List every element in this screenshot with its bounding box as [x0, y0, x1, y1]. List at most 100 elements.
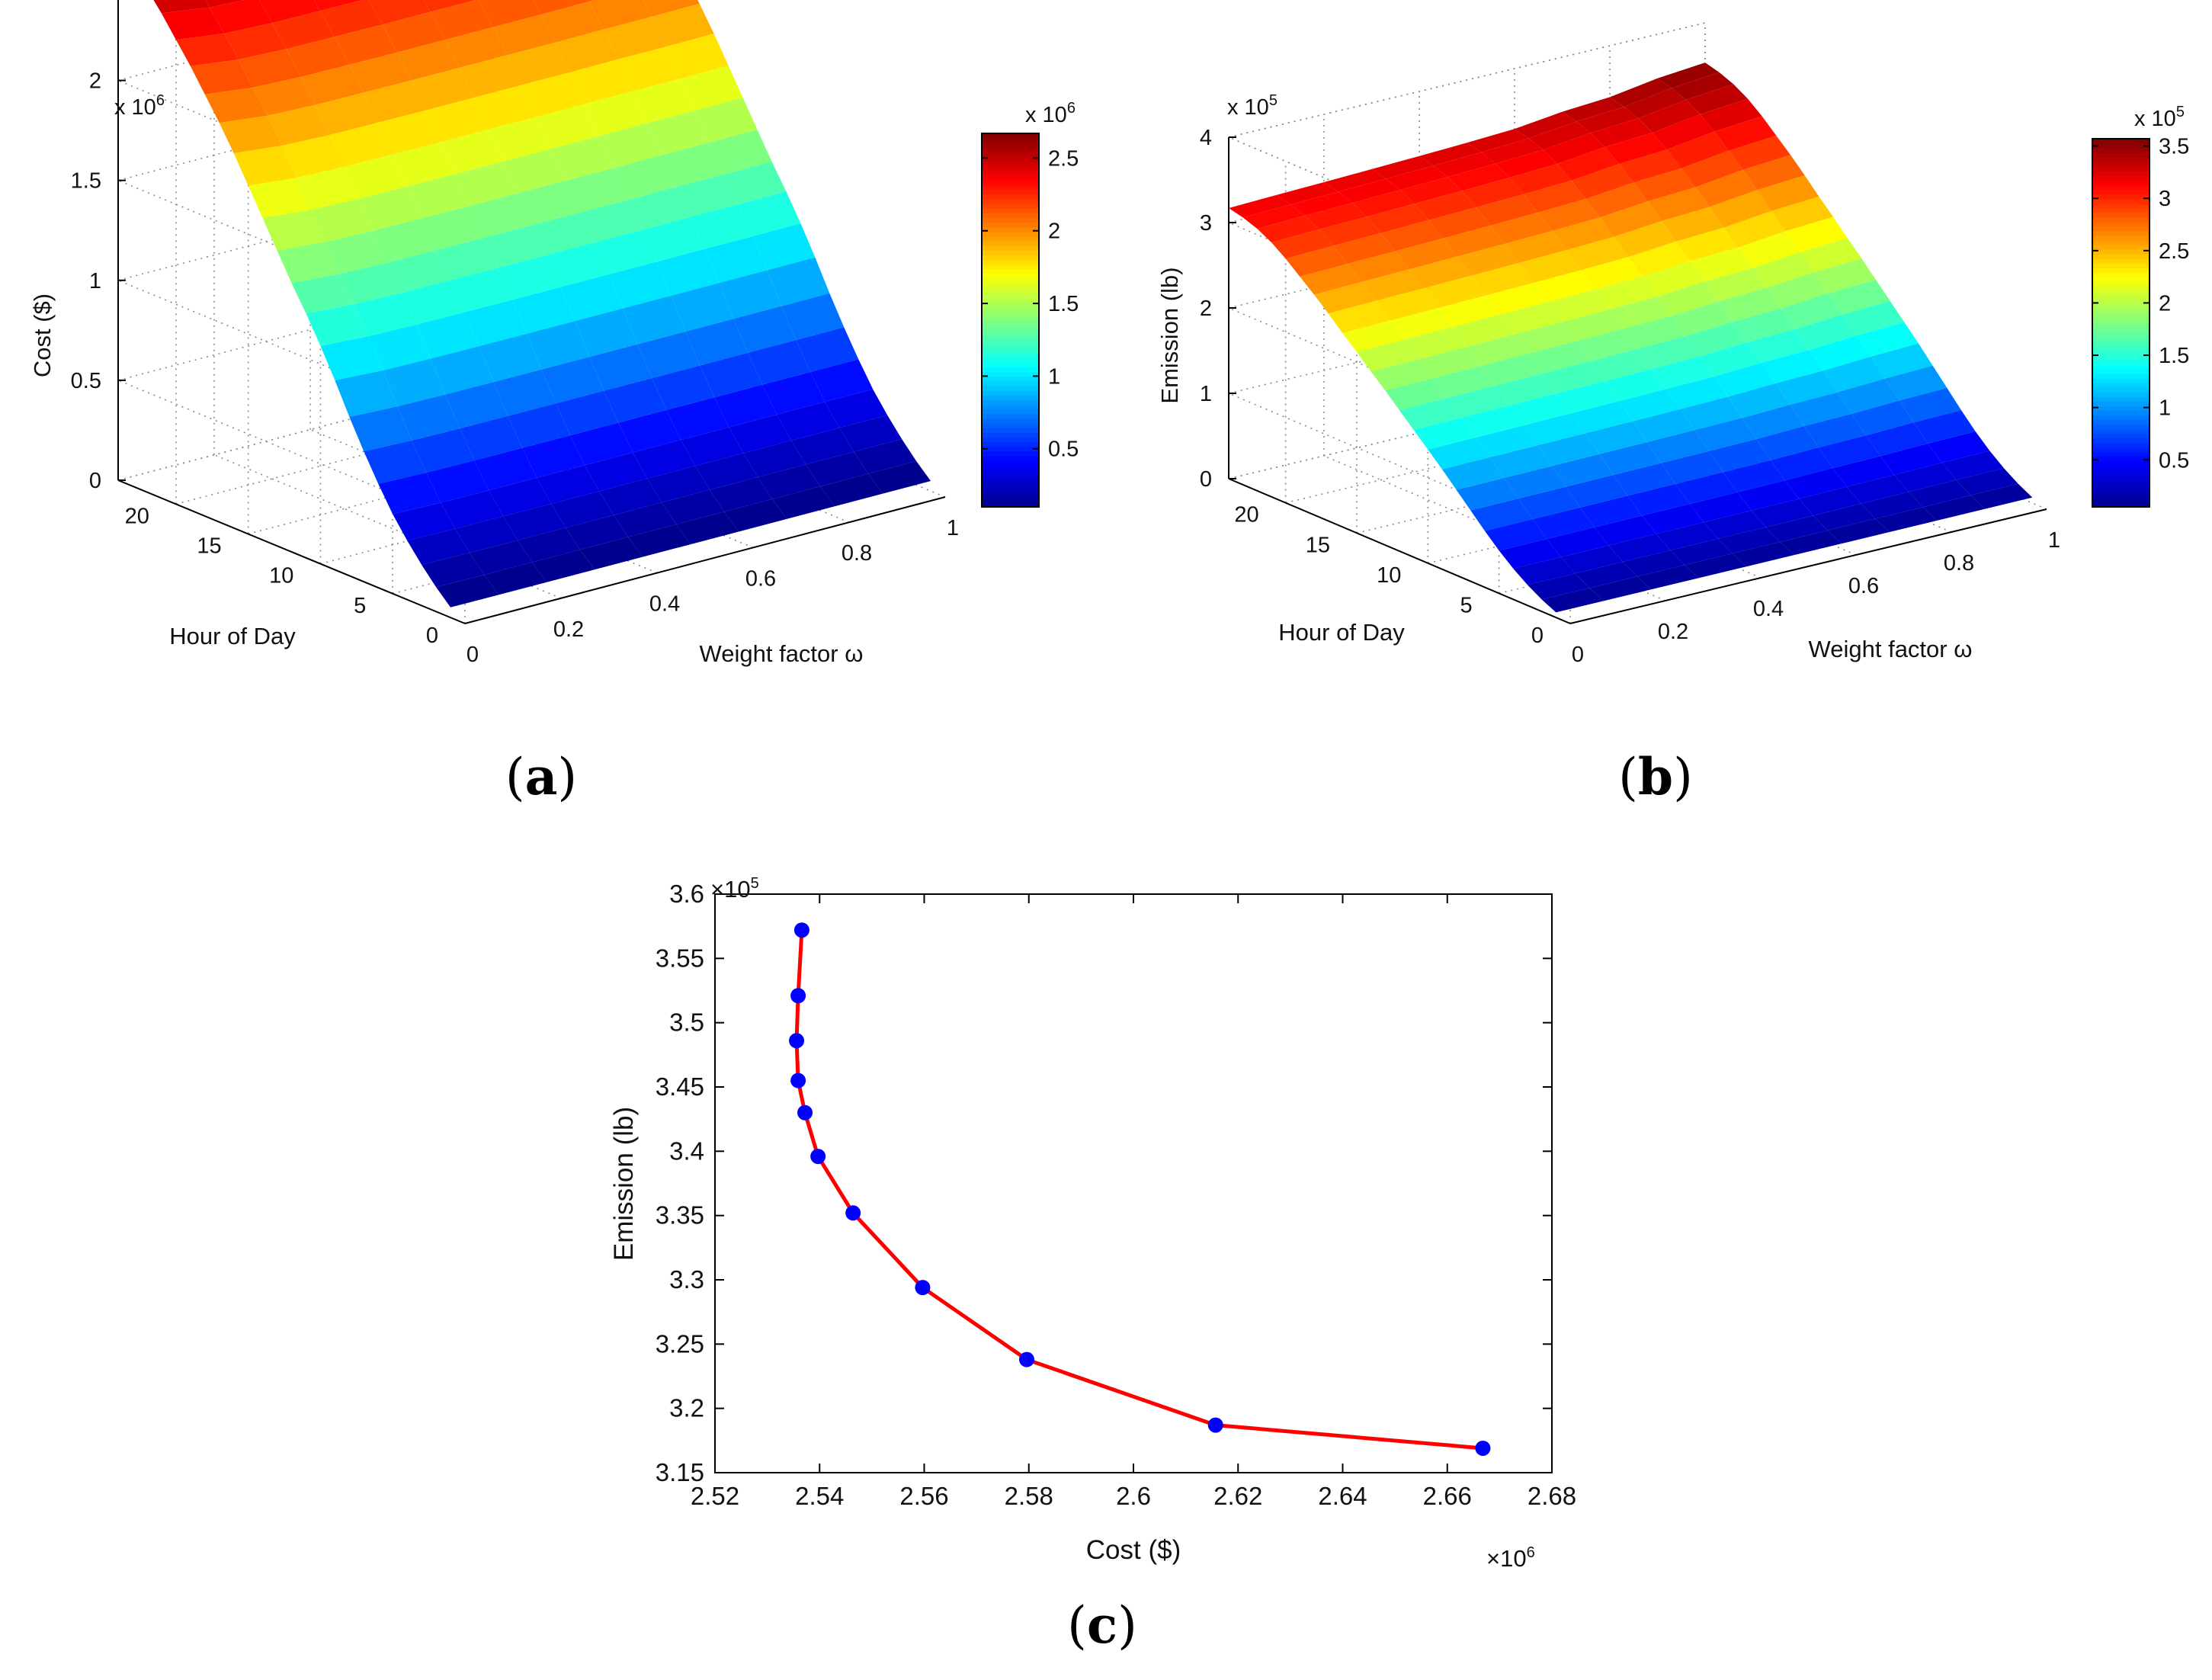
- colorbar-segment: [982, 450, 1039, 457]
- panel-c-ticks: 2.52 2.54 2.56 2.58 2.6 2.62 2.64 2.66 2.68 3.15 3…: [656, 880, 1576, 1510]
- surface-patch: [435, 238, 499, 281]
- surface-patch: [1633, 409, 1695, 443]
- surface-patch: [271, 11, 335, 50]
- surface-patch: [1542, 361, 1605, 394]
- surface-patch: [752, 223, 816, 271]
- surface-patch: [1970, 483, 2033, 509]
- colorbar-segment: [2092, 419, 2149, 425]
- panel-b-colorbar-multiplier: x 105: [2134, 104, 2185, 131]
- surface-patch: [1771, 447, 1833, 481]
- colorbar-segment: [2092, 277, 2149, 282]
- panel-a-z-multiplier: x 106: [114, 92, 165, 120]
- colorbar-segment: [2092, 341, 2149, 347]
- panel-b-label: (b): [1618, 747, 1693, 806]
- surface-patch: [1842, 300, 1905, 336]
- surface-patch: [695, 453, 758, 490]
- surface-patch: [661, 142, 724, 188]
- colorbar-segment: [982, 367, 1039, 373]
- x-tick-label: 0.4: [1753, 597, 1784, 621]
- back-wall-gridline: [1228, 22, 1706, 138]
- surface-patch: [566, 515, 629, 550]
- surface-patch: [531, 212, 595, 255]
- panel-c-plot-frame: [714, 893, 1553, 1473]
- colorbar-segment: [982, 259, 1039, 265]
- surface-patch: [1766, 272, 1829, 309]
- z-tick-label: 1.5: [71, 169, 101, 194]
- surface-patch: [1515, 111, 1577, 139]
- colorbar-segment: [2092, 244, 2149, 250]
- surface-patch: [1514, 322, 1576, 354]
- colorbar-segment: [982, 399, 1039, 406]
- surface-patch: [685, 319, 749, 366]
- surface-patch: [719, 270, 782, 319]
- surface-patch: [1880, 443, 1942, 476]
- surface-patch: [319, 0, 383, 37]
- colorbar-segment: [982, 217, 1039, 223]
- surface-patch: [1662, 207, 1724, 242]
- surface-patch: [1466, 334, 1528, 367]
- x-axis-line: [464, 496, 946, 624]
- surface-patch: [233, 146, 297, 186]
- colorbar-segment: [982, 231, 1039, 237]
- pareto-point: [915, 1280, 931, 1296]
- colorbar-segment: [982, 297, 1039, 303]
- colorbar-tick-label: 3.5: [2159, 135, 2189, 159]
- surface-patch: [1608, 534, 1671, 563]
- colorbar-segment: [2092, 139, 2149, 144]
- surface-patch: [551, 491, 614, 528]
- surface-patch: [1728, 383, 1790, 418]
- surface-patch: [1314, 281, 1377, 314]
- colorbar-segment: [982, 283, 1039, 288]
- surface-patch: [588, 0, 652, 30]
- surface-patch: [1304, 203, 1367, 229]
- surface-patch: [569, 59, 633, 104]
- surface-patch: [1462, 177, 1524, 207]
- colorbar-segment: [982, 171, 1039, 176]
- surface-patch: [1380, 220, 1443, 252]
- surface-patch: [1590, 118, 1653, 147]
- surface-patch: [1481, 138, 1544, 164]
- surface-patch: [470, 540, 533, 575]
- y-tick-label: 5: [1460, 593, 1473, 617]
- surface-patch: [642, 216, 705, 262]
- colorbar-segment: [2092, 377, 2149, 383]
- surface-patch: [1752, 252, 1814, 288]
- surface-patch: [1423, 275, 1486, 309]
- surface-patch: [1708, 438, 1771, 473]
- surface-patch: [1803, 413, 1866, 448]
- surface-patch: [1257, 215, 1319, 242]
- surface-patch: [1646, 430, 1709, 463]
- surface-patch: [1475, 425, 1537, 457]
- surface-patch: [680, 66, 743, 111]
- panel-b-x-axis-label: Weight factor ω: [1809, 636, 1973, 662]
- colorbar-segment: [2092, 268, 2149, 273]
- colorbar-segment: [2092, 456, 2149, 462]
- surface-patch: [1333, 232, 1396, 265]
- surface-patch: [796, 327, 859, 373]
- colorbar-segment: [2092, 327, 2149, 333]
- y-tick-label: 15: [197, 534, 221, 559]
- surface-patch: [1913, 410, 1976, 444]
- surface-patch: [594, 229, 657, 275]
- surface-patch: [599, 478, 662, 515]
- surface-patch: [556, 390, 619, 436]
- surface-patch: [1823, 356, 1886, 393]
- surface-patch: [1489, 445, 1552, 478]
- colorbar-segment: [2092, 212, 2149, 218]
- colorbar-segment: [2092, 424, 2149, 430]
- colorbar-segment: [982, 287, 1039, 293]
- surface-patch: [598, 123, 662, 168]
- surface-patch: [1513, 556, 1576, 585]
- surface-patch: [627, 187, 691, 230]
- colorbar-segment: [982, 240, 1039, 246]
- surface-patch: [204, 87, 268, 123]
- surface-patch: [1495, 149, 1557, 178]
- colorbar-segment: [982, 325, 1039, 331]
- surface-patch: [1543, 133, 1605, 164]
- surface-patch: [1371, 155, 1434, 179]
- surface-patch: [175, 33, 239, 66]
- surface-patch: [469, 193, 532, 239]
- z-tick-label: 2: [1200, 297, 1212, 321]
- surface-patch: [1672, 72, 1734, 100]
- surface-patch: [252, 77, 316, 116]
